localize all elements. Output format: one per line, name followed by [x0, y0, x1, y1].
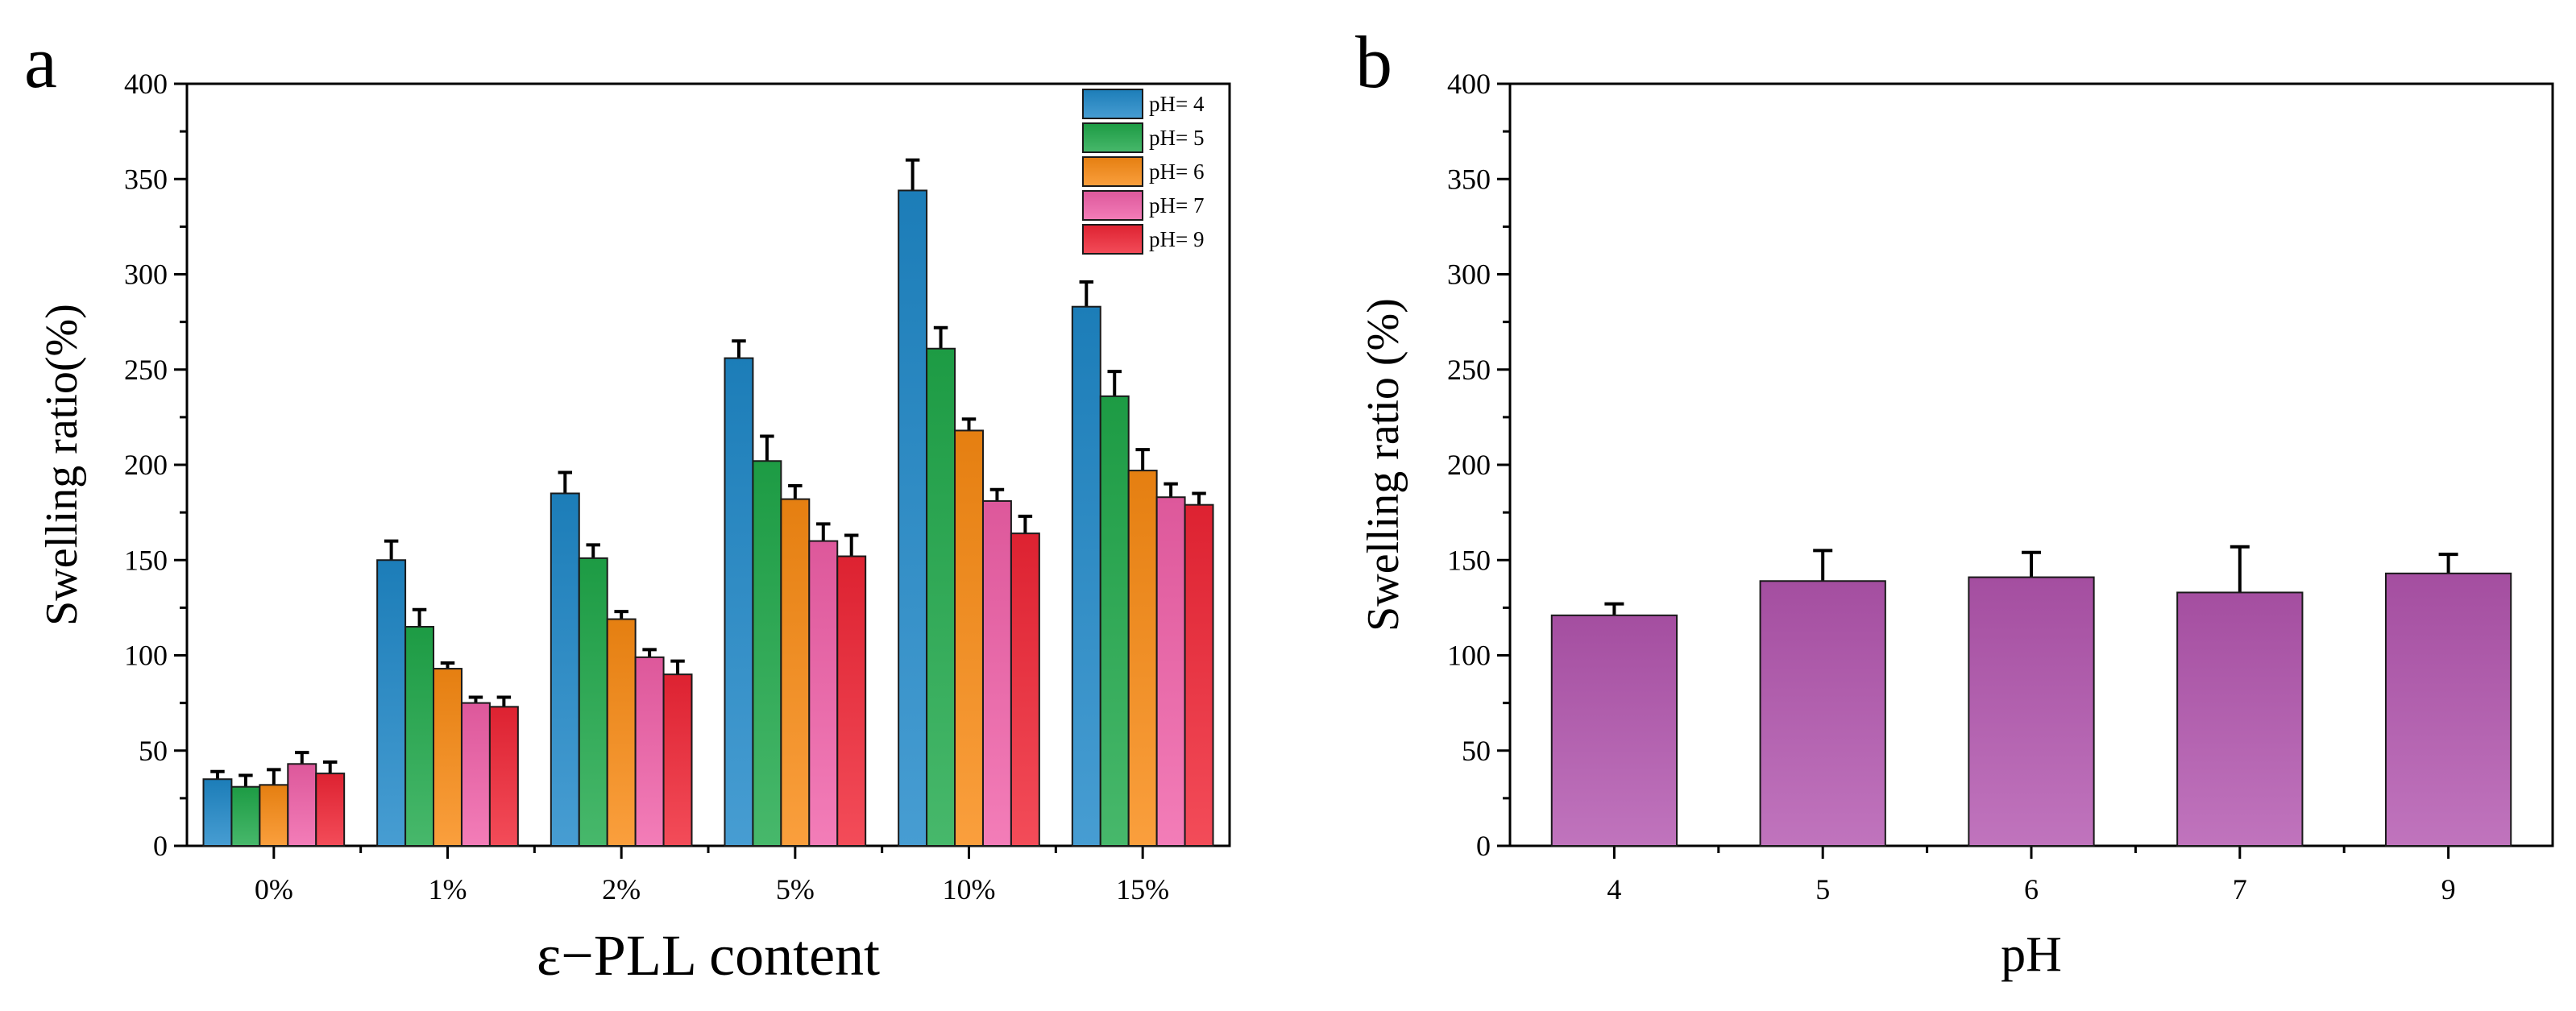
panel-b-y-tick-label: 200: [1447, 449, 1491, 481]
panel-a-bar: [1184, 503, 1214, 847]
panel-a-bar: [954, 429, 984, 847]
panel-b-bar: [1759, 580, 1886, 847]
panel-a-y-tick-label: 300: [124, 259, 168, 291]
panel-a-legend-swatch: [1082, 89, 1143, 119]
panel-a-bar: [230, 785, 261, 847]
panel-b-x-axis: 4 5 6 7 9: [1607, 846, 2456, 905]
panel-b-letter: b: [1355, 21, 1392, 103]
panel-b-swelling-by-ph: b 0 50 100 150 200 250 300 350 400 4 5 6 7 9 pH Swel…: [1355, 21, 2554, 982]
panel-b-x-tick-label: 9: [2441, 873, 2456, 905]
panel-b-y-tick-label: 50: [1462, 735, 1491, 767]
panel-a-y-tick-label: 150: [124, 544, 168, 576]
panel-a-bar: [606, 618, 637, 847]
panel-b-y-tick-label: 0: [1476, 830, 1491, 862]
panel-a-legend-swatch: [1082, 156, 1143, 187]
panel-a-bar: [202, 778, 233, 847]
panel-a-swelling-by-content: a 0 50 100 150 200 250 300 350 400 0% 1% 2% 5% 10% 15…: [24, 21, 1231, 988]
panel-b-y-tick-label: 350: [1447, 163, 1491, 195]
panel-a-bars: [202, 158, 1214, 847]
panel-a-bar: [578, 557, 608, 847]
panel-a-bar: [981, 499, 1012, 847]
panel-a-bar: [433, 668, 463, 847]
panel-a-bar: [808, 540, 839, 847]
panel-a-x-tick-label: 2%: [602, 873, 641, 905]
panel-b-y-tick-label: 150: [1447, 544, 1491, 576]
panel-a-legend-label: pH= 5: [1149, 126, 1204, 150]
panel-b-x-tick-label: 7: [2233, 873, 2247, 905]
panel-a-bar: [404, 626, 435, 847]
panel-b-y-tick-label: 100: [1447, 640, 1491, 672]
panel-a-bar: [488, 706, 519, 847]
panel-a-bar: [1155, 496, 1186, 847]
panel-b-bar: [1550, 614, 1678, 847]
panel-a-x-tick-label: 5%: [776, 873, 815, 905]
panel-a-legend-label: pH= 7: [1149, 193, 1204, 218]
panel-b-y-axis: 0 50 100 150 200 250 300 350 400: [1447, 68, 1510, 862]
panel-a-y-tick-label: 250: [124, 354, 168, 386]
panel-a-y-tick-label: 200: [124, 449, 168, 481]
panel-a-x-tick-label: 10%: [943, 873, 996, 905]
panel-b-bar: [2176, 591, 2304, 847]
panel-a-x-tick-label: 15%: [1116, 873, 1169, 905]
panel-a-legend-swatch: [1082, 190, 1143, 221]
panel-b-bar: [1968, 576, 2095, 847]
panel-b-bars: [1550, 545, 2512, 847]
panel-b-x-tick-label: 4: [1607, 873, 1621, 905]
panel-a-legend-label: pH= 9: [1149, 227, 1204, 251]
panel-a-bar: [724, 357, 754, 847]
panel-a-y-tick-label: 50: [139, 735, 168, 767]
panel-a-bar: [1071, 305, 1101, 847]
panel-a-legend: pH= 4 pH= 5 pH= 6 pH= 7 pH= 9: [1082, 89, 1205, 255]
panel-a-y-tick-label: 350: [124, 163, 168, 195]
panel-a-y-tick-label: 400: [124, 68, 168, 100]
panel-a-bar: [752, 460, 782, 847]
panel-b-x-axis-title: pH: [2001, 927, 2062, 982]
panel-a-bar: [926, 347, 956, 847]
panel-b-bar: [2384, 572, 2512, 847]
panel-a-y-axis-title: Swelling ratio(%): [37, 304, 87, 626]
panel-b-y-tick-label: 400: [1447, 68, 1491, 100]
panel-b-y-axis-title: Swelling ratio (%): [1359, 298, 1408, 632]
panel-b-y-tick-label: 250: [1447, 354, 1491, 386]
panel-a-bar: [1010, 532, 1040, 847]
panel-a-bar: [259, 784, 289, 847]
panel-b-x-tick-label: 6: [2024, 873, 2039, 905]
panel-a-y-axis: 0 50 100 150 200 250 300 350 400: [124, 68, 187, 862]
panel-a-legend-swatch: [1082, 122, 1143, 153]
panel-a-bar: [315, 773, 346, 847]
panel-a-bar: [634, 656, 665, 847]
panel-a-bar: [287, 763, 317, 847]
panel-a-bar: [460, 702, 491, 847]
panel-b-y-tick-label: 300: [1447, 259, 1491, 291]
panel-a-legend-label: pH= 6: [1149, 160, 1204, 184]
panel-a-bar: [898, 189, 928, 847]
panel-a-x-tick-label: 1%: [429, 873, 467, 905]
panel-a-x-axis-title: ε−PLL content: [537, 923, 880, 988]
panel-a-bar: [550, 492, 580, 847]
panel-a-x-tick-label: 0%: [255, 873, 293, 905]
panel-a-bar: [1127, 470, 1158, 847]
panel-a-legend-swatch: [1082, 224, 1143, 255]
panel-a-bar: [662, 673, 693, 847]
panel-a-bar: [1099, 395, 1130, 847]
panel-a-bar: [376, 559, 407, 847]
panel-b-x-tick-label: 5: [1815, 873, 1830, 905]
panel-a-bar: [836, 555, 867, 847]
panel-a-letter: a: [24, 21, 57, 103]
panel-a-legend-label: pH= 4: [1149, 92, 1205, 116]
panel-a-y-tick-label: 100: [124, 640, 168, 672]
panel-a-bar: [780, 498, 811, 847]
panel-a-y-tick-label: 0: [153, 830, 168, 862]
panel-a-x-axis: 0% 1% 2% 5% 10% 15%: [255, 846, 1169, 905]
